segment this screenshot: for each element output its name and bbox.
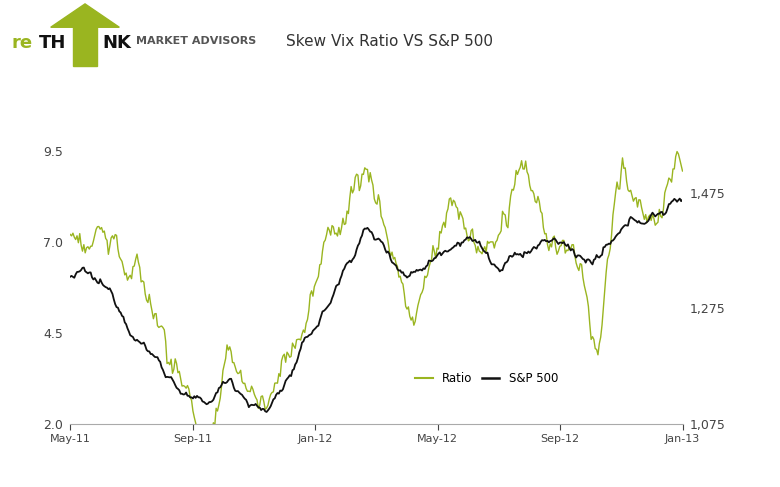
Polygon shape [73, 27, 97, 66]
Text: Skew Vix Ratio VS S&P 500: Skew Vix Ratio VS S&P 500 [286, 34, 494, 49]
Text: NK: NK [102, 34, 131, 52]
Text: MARKET ADVISORS: MARKET ADVISORS [136, 37, 257, 46]
Polygon shape [51, 4, 119, 27]
Text: re: re [11, 34, 32, 52]
Legend: Ratio, S&P 500: Ratio, S&P 500 [410, 368, 563, 390]
Text: TH: TH [39, 34, 66, 52]
